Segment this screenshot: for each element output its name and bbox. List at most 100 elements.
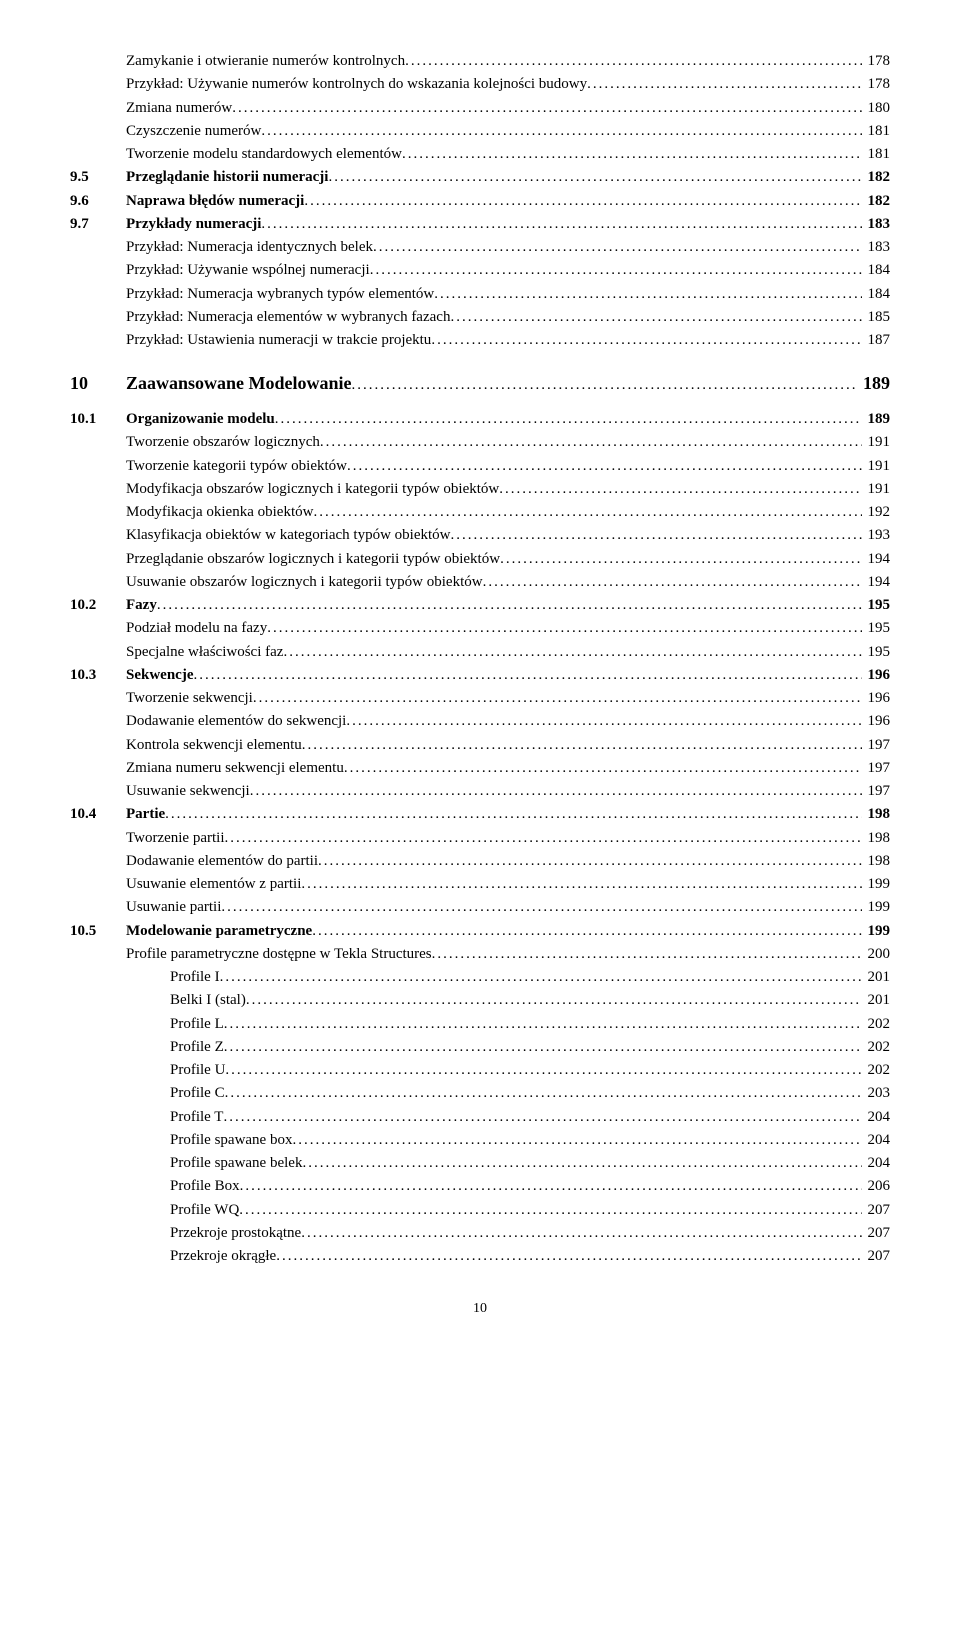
toc-entry-page: 203	[862, 1082, 891, 1105]
page-number-footer: 10	[70, 1298, 890, 1320]
toc-entry-leader: ........................................…	[373, 236, 862, 259]
toc-entry-text: Profile L	[170, 1013, 224, 1036]
toc-entry: Profile I...............................…	[70, 966, 890, 989]
toc-entry-leader: ........................................…	[253, 687, 862, 710]
toc-entry: Przeglądanie obszarów logicznych i kateg…	[70, 548, 890, 571]
toc-entry-leader: ........................................…	[304, 190, 861, 213]
toc-entry-text: Usuwanie obszarów logicznych i kategorii…	[126, 571, 483, 594]
toc-entry-leader: ........................................…	[225, 1059, 861, 1082]
toc-entry: Usuwanie sekwencji......................…	[70, 780, 890, 803]
toc-entry-text: Zaawansowane Modelowanie	[126, 370, 352, 398]
toc-entry-page: 189	[857, 370, 890, 398]
toc-entry-page: 202	[862, 1036, 891, 1059]
toc-entry-text: Dodawanie elementów do partii	[126, 850, 318, 873]
toc-entry-page: 182	[862, 166, 891, 189]
toc-entry-text: Zmiana numeru sekwencji elementu	[126, 757, 344, 780]
toc-entry-page: 199	[862, 873, 891, 896]
toc-entry-text: Zmiana numerów	[126, 97, 232, 120]
toc-entry-page: 202	[862, 1059, 891, 1082]
toc-entry-page: 199	[862, 920, 891, 943]
toc-entry: Przykład: Używanie numerów kontrolnych d…	[70, 73, 890, 96]
toc-entry-text: Tworzenie obszarów logicznych	[126, 431, 320, 454]
toc-entry-page: 182	[862, 190, 891, 213]
toc-entry: Zamykanie i otwieranie numerów kontrolny…	[70, 50, 890, 73]
toc-entry-text: Fazy	[126, 594, 157, 617]
toc-entry: Dodawanie elementów do partii...........…	[70, 850, 890, 873]
toc-entry-text: Podział modelu na fazy	[126, 617, 267, 640]
toc-entry: Zmiana numeru sekwencji elementu........…	[70, 757, 890, 780]
toc-entry-leader: ........................................…	[276, 1245, 861, 1268]
toc-entry-text: Belki I (stal)	[170, 989, 246, 1012]
toc-entry-text: Profile C	[170, 1082, 225, 1105]
toc-entry: 10.5Modelowanie parametryczne...........…	[70, 920, 890, 943]
toc-entry-leader: ........................................…	[261, 213, 861, 236]
toc-entry-leader: ........................................…	[370, 259, 862, 282]
toc-entry-page: 183	[862, 213, 891, 236]
toc-entry-leader: ........................................…	[431, 329, 861, 352]
toc-entry: 10.2Fazy................................…	[70, 594, 890, 617]
toc-entry-text: Zamykanie i otwieranie numerów kontrolny…	[126, 50, 405, 73]
toc-entry-leader: ........................................…	[405, 50, 861, 73]
toc-entry: Profile parametryczne dostępne w Tekla S…	[70, 943, 890, 966]
toc-entry-page: 202	[862, 1013, 891, 1036]
toc-entry-text: Przeglądanie obszarów logicznych i kateg…	[126, 548, 500, 571]
toc-entry-leader: ........................................…	[483, 571, 862, 594]
toc-entry-text: Modyfikacja obszarów logicznych i katego…	[126, 478, 499, 501]
toc-entry-text: Tworzenie partii	[126, 827, 225, 850]
toc-entry-page: 185	[862, 306, 891, 329]
toc-entry-leader: ........................................…	[302, 1152, 861, 1175]
toc-entry-text: Profile spawane box	[170, 1129, 292, 1152]
toc-entry: Profile T...............................…	[70, 1106, 890, 1129]
toc-entry: Przykład: Numeracja wybranych typów elem…	[70, 283, 890, 306]
toc-entry: Belki I (stal)..........................…	[70, 989, 890, 1012]
toc-entry-page: 184	[862, 283, 891, 306]
toc-entry-text: Tworzenie modelu standardowych elementów	[126, 143, 402, 166]
toc-entry: Profile U...............................…	[70, 1059, 890, 1082]
toc-entry-number: 9.7	[70, 213, 126, 236]
toc-entry-page: 197	[862, 780, 891, 803]
toc-entry: Profile L...............................…	[70, 1013, 890, 1036]
toc-entry-leader: ........................................…	[347, 455, 862, 478]
toc-entry-leader: ........................................…	[352, 374, 857, 397]
toc-entry-page: 181	[862, 120, 891, 143]
toc-entry: 9.5Przeglądanie historii numeracji......…	[70, 166, 890, 189]
toc-entry-text: Sekwencje	[126, 664, 194, 687]
toc-entry-number: 9.5	[70, 166, 126, 189]
toc-entry-text: Kontrola sekwencji elementu	[126, 734, 302, 757]
toc-entry-page: 196	[862, 664, 891, 687]
toc-entry: Tworzenie sekwencji.....................…	[70, 687, 890, 710]
toc-entry-text: Profile U	[170, 1059, 225, 1082]
toc-entry: Przykład: Numeracja elementów w wybranyc…	[70, 306, 890, 329]
toc-entry: Profile spawane belek...................…	[70, 1152, 890, 1175]
toc-entry-leader: ........................................…	[225, 827, 862, 850]
toc-entry-page: 200	[862, 943, 891, 966]
toc-entry-page: 180	[862, 97, 891, 120]
toc-entry-leader: ........................................…	[232, 97, 861, 120]
toc-entry-leader: ........................................…	[301, 873, 861, 896]
toc-entry-leader: ........................................…	[225, 1082, 862, 1105]
toc-entry-page: 178	[862, 73, 891, 96]
toc-entry-page: 189	[862, 408, 891, 431]
toc-entry-text: Organizowanie modelu	[126, 408, 275, 431]
toc-entry-leader: ........................................…	[224, 1013, 862, 1036]
toc-entry-leader: ........................................…	[250, 780, 862, 803]
toc-entry-leader: ........................................…	[434, 283, 861, 306]
toc-entry-leader: ........................................…	[239, 1199, 861, 1222]
toc-entry: Przykład: Używanie wspólnej numeracji...…	[70, 259, 890, 282]
toc-entry-text: Przeglądanie historii numeracji	[126, 166, 328, 189]
toc-entry-text: Przykład: Numeracja wybranych typów elem…	[126, 283, 434, 306]
toc-entry-leader: ........................................…	[292, 1129, 861, 1152]
toc-entry-leader: ........................................…	[451, 524, 862, 547]
toc-entry: Usuwanie elementów z partii.............…	[70, 873, 890, 896]
toc-entry: 9.7Przykłady numeracji..................…	[70, 213, 890, 236]
toc-entry-page: 191	[862, 431, 891, 454]
toc-entry-text: Profile Box	[170, 1175, 240, 1198]
toc-entry-number: 10.2	[70, 594, 126, 617]
toc-entry-page: 196	[862, 687, 891, 710]
toc-entry-leader: ........................................…	[194, 664, 862, 687]
toc-entry-text: Przykład: Numeracja identycznych belek	[126, 236, 373, 259]
toc-entry-page: 192	[862, 501, 891, 524]
toc-entry-text: Przykład: Ustawienia numeracji w trakcie…	[126, 329, 431, 352]
toc-entry-page: 198	[862, 803, 891, 826]
toc-entry-text: Profile Z	[170, 1036, 224, 1059]
